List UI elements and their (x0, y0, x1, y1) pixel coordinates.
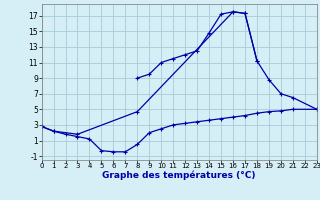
X-axis label: Graphe des températures (°C): Graphe des températures (°C) (102, 171, 256, 180)
